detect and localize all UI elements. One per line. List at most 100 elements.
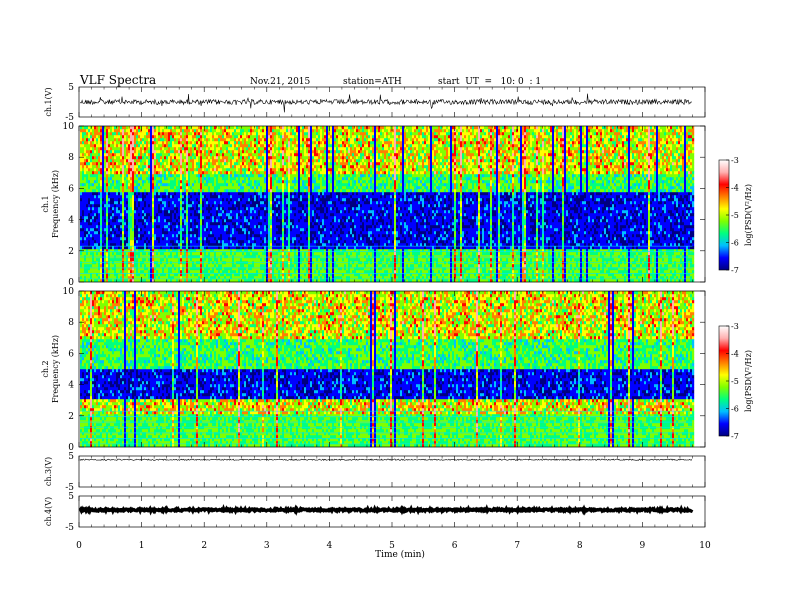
spectrogram-cell <box>152 231 155 235</box>
spectrogram-cell <box>250 279 253 283</box>
spectrogram-cell <box>92 270 95 274</box>
spectrogram-cell <box>260 210 263 214</box>
spectrogram-cell <box>238 204 241 208</box>
spectrogram-cell <box>226 195 229 199</box>
spectrogram-cell <box>182 240 185 244</box>
spectrogram-cell <box>118 198 121 202</box>
spectrogram-cell <box>262 279 265 283</box>
spectrogram-cell <box>162 132 165 136</box>
spectrogram-cell <box>216 168 219 172</box>
spectrogram-cell <box>130 231 133 235</box>
spectrogram-cell <box>94 255 97 259</box>
spectrogram-cell <box>258 135 261 139</box>
spectrogram-cell <box>218 210 221 214</box>
spectrogram-cell <box>122 222 125 226</box>
spectrogram-cell <box>200 207 203 211</box>
spectrogram-cell <box>110 210 113 214</box>
spectrogram-cell <box>252 216 255 220</box>
spectrogram-cell <box>110 162 113 166</box>
spectrogram-cell <box>184 225 187 229</box>
spectrogram-cell <box>166 198 169 202</box>
spectrogram-cell <box>156 210 159 214</box>
spectrogram-cell <box>182 159 185 163</box>
spectrogram-cell <box>132 183 135 187</box>
spectrogram-cell <box>230 183 233 187</box>
spectrogram-cell <box>190 192 193 196</box>
spectrogram-cell <box>210 132 213 136</box>
spectrogram-cell <box>214 183 217 187</box>
spectrogram-cell <box>128 249 131 253</box>
spectrogram-cell <box>170 177 173 181</box>
spectrogram-cell <box>138 150 141 154</box>
spectrogram-cell <box>88 231 91 235</box>
spectrogram-cell <box>160 264 163 268</box>
spectrogram-cell <box>210 249 213 253</box>
spectrogram-cell <box>238 195 241 199</box>
spectrogram-cell <box>254 270 257 274</box>
spectrogram-cell <box>264 267 267 271</box>
spectrogram-cell <box>138 255 141 259</box>
spectrogram-cell <box>224 144 227 148</box>
spectrogram-cell <box>164 153 167 157</box>
spectrogram-cell <box>218 141 221 145</box>
spectrogram-cell <box>82 201 85 205</box>
spectrogram-cell <box>134 273 137 277</box>
spectrogram-cell <box>106 147 109 151</box>
spectrogram-cell <box>124 153 127 157</box>
spectrogram-cell <box>160 225 163 229</box>
spectrogram-cell <box>212 270 215 274</box>
spectrogram-cell <box>92 219 95 223</box>
spectrogram-cell <box>90 252 93 256</box>
spectrogram-cell <box>124 216 127 220</box>
spectrogram-cell <box>214 126 217 130</box>
spectrogram-cell <box>196 252 199 256</box>
spectrogram-cell <box>162 144 165 148</box>
spectrogram-cell <box>202 219 205 223</box>
spectrogram-cell <box>142 129 145 133</box>
spectrogram-cell <box>226 135 229 139</box>
spectrogram-cell <box>244 177 247 181</box>
spectrogram-cell <box>164 258 167 262</box>
spectrogram-cell <box>170 186 173 190</box>
spectrogram-cell <box>214 186 217 190</box>
spectrogram-cell <box>178 198 181 202</box>
spectrogram-cell <box>236 231 239 235</box>
spectrogram-cell <box>134 243 137 247</box>
spectrogram-cell <box>92 132 95 136</box>
spectrogram-cell <box>196 168 199 172</box>
spectrogram-cell <box>110 165 113 169</box>
spectrogram-cell <box>122 165 125 169</box>
spectrogram-cell <box>222 216 225 220</box>
spectrogram-cell <box>164 210 167 214</box>
spectrogram-cell <box>140 189 143 193</box>
spectrogram-cell <box>160 255 163 259</box>
spectrogram-cell <box>196 177 199 181</box>
spectrogram-cell <box>84 180 87 184</box>
spectrogram-cell <box>242 207 245 211</box>
spectrogram-cell <box>254 135 257 139</box>
spectrogram-cell <box>138 231 141 235</box>
spectrogram-cell <box>186 258 189 262</box>
spectrogram-cell <box>160 183 163 187</box>
spectrogram-cell <box>230 186 233 190</box>
spectrogram-cell <box>110 150 113 154</box>
spectrogram-cell <box>174 162 177 166</box>
spectrogram-cell <box>248 237 251 241</box>
spectrogram-cell <box>232 246 235 250</box>
spectrogram-cell <box>148 258 151 262</box>
spectrogram-cell <box>204 249 207 253</box>
spectrogram-cell <box>108 165 111 169</box>
spectrogram-cell <box>116 273 119 277</box>
spectrogram-cell <box>192 234 195 238</box>
spectrogram-cell <box>216 210 219 214</box>
spectrogram-cell <box>244 162 247 166</box>
spectrogram-cell <box>222 150 225 154</box>
spectrogram-cell <box>130 255 133 259</box>
spectrogram-cell <box>158 141 161 145</box>
spectrogram-cell <box>134 156 137 160</box>
spectrogram-cell <box>168 213 171 217</box>
spectrogram-cell <box>94 180 97 184</box>
spectrogram-cell <box>224 255 227 259</box>
spectrogram-cell <box>232 159 235 163</box>
spectrogram-cell <box>224 189 227 193</box>
